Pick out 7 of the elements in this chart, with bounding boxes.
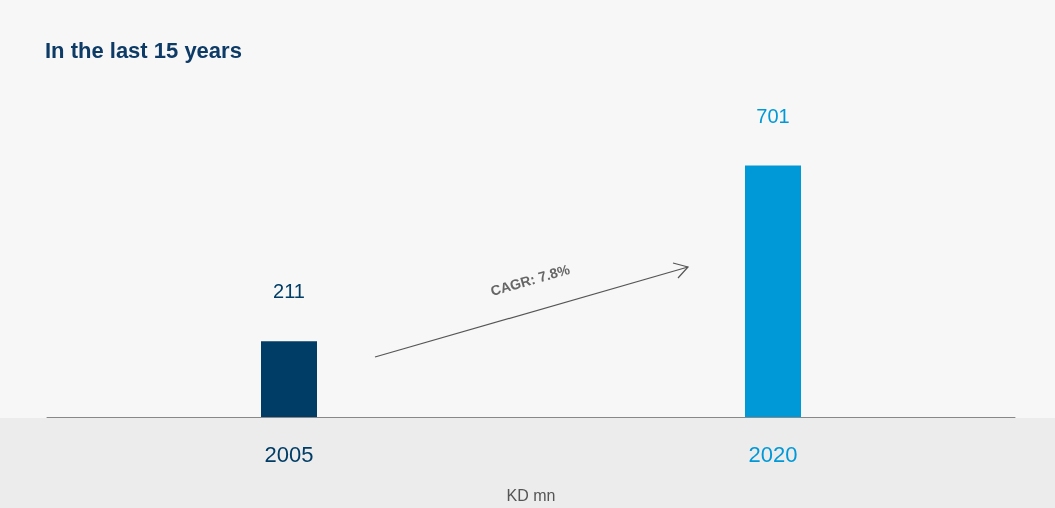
- data-label: 211: [273, 280, 305, 303]
- x-tick-label: 2020: [748, 441, 798, 467]
- x-tick-label: 2005: [264, 441, 314, 467]
- data-label: 701: [756, 104, 790, 127]
- x-axis-title: KD mn: [506, 486, 556, 504]
- annotation: CAGR: 7.8%: [488, 260, 572, 299]
- chart-title: In the last 15 years: [45, 37, 242, 63]
